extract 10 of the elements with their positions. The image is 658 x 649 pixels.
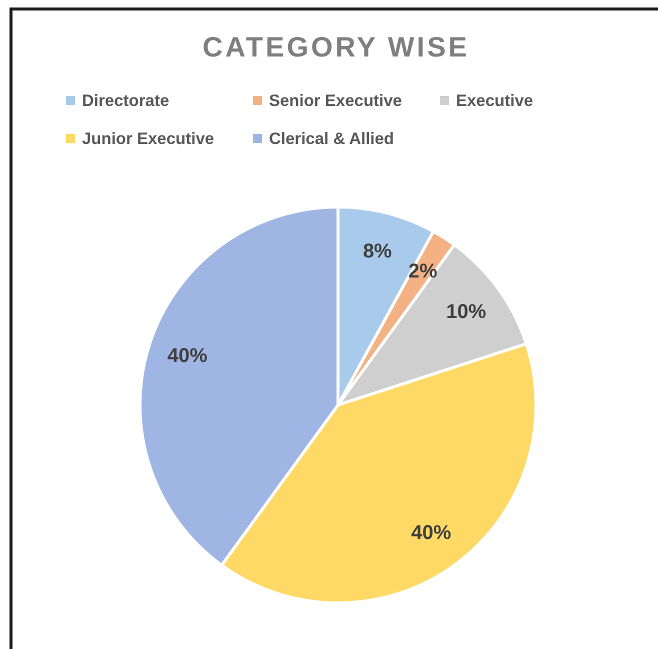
data-label: 8%	[362, 240, 392, 263]
data-label: 10%	[446, 300, 486, 323]
legend-label: Directorate	[82, 92, 170, 110]
data-label: 40%	[167, 345, 208, 368]
legend-label: Senior Executive	[269, 92, 402, 110]
data-label: 40%	[411, 522, 452, 544]
legend-label: Clerical & Allied	[269, 130, 394, 148]
legend-label: Executive	[456, 92, 534, 110]
legend-label: Junior Executive	[82, 130, 214, 148]
chart-title: CATEGORY WISE	[202, 32, 470, 62]
